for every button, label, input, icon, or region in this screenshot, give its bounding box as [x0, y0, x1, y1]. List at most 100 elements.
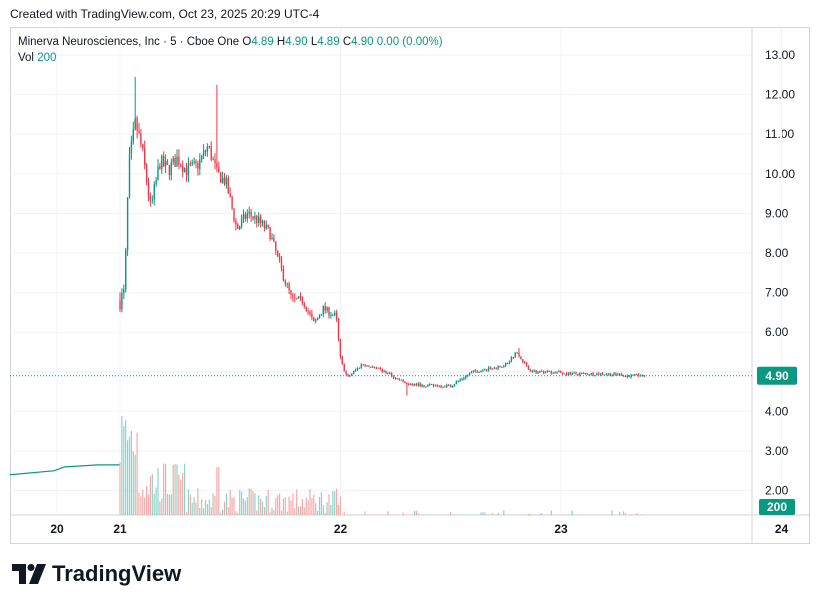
volume-bar: [193, 497, 195, 515]
candle-body: [440, 385, 442, 388]
volume-bar: [467, 514, 469, 515]
volume-bar: [277, 495, 279, 515]
candle-body: [550, 371, 552, 374]
candle-body: [628, 375, 630, 378]
candle-body: [531, 371, 533, 373]
close-label: C: [342, 36, 352, 48]
candle-body: [619, 374, 621, 376]
volume-bar: [189, 494, 191, 515]
volume-bar: [526, 514, 528, 515]
candle-body: [335, 312, 338, 320]
volume-bar: [339, 496, 341, 515]
candle-body: [121, 293, 123, 310]
candle-body: [413, 383, 416, 386]
candle-body: [330, 315, 332, 317]
candle-body: [125, 249, 127, 290]
volume-bar: [586, 514, 588, 515]
volume-bar: [539, 513, 541, 515]
candle-body: [548, 370, 551, 372]
candle-body: [240, 219, 243, 227]
volume-bar: [552, 514, 554, 515]
volume-bar: [404, 514, 406, 515]
volume-bar: [368, 514, 370, 515]
volume-bar: [258, 495, 260, 515]
volume-bar: [377, 514, 379, 515]
volume-bar: [197, 488, 199, 515]
volume-bar: [575, 514, 577, 515]
candle-body: [432, 384, 435, 386]
candle-body: [410, 383, 412, 385]
candle-body: [546, 370, 549, 373]
candle-body: [596, 373, 598, 376]
volume-bar: [621, 514, 623, 515]
volume-bar: [313, 494, 315, 515]
volume-bar: [592, 514, 594, 515]
candle-body: [442, 386, 444, 388]
candle-body: [501, 366, 503, 368]
candle-body: [622, 375, 625, 377]
candle-body: [231, 196, 233, 209]
tradingview-logo-icon: [12, 564, 46, 584]
candle-body: [510, 357, 513, 362]
volume-bar: [543, 514, 545, 515]
volume-bar: [431, 514, 433, 515]
y-tick-label: 6.00: [765, 325, 789, 339]
candle-body: [324, 305, 326, 311]
volume-bar: [315, 503, 317, 515]
candle-body: [199, 159, 201, 169]
candle-body: [130, 141, 133, 155]
candle-body: [427, 385, 429, 387]
volume-bar: [402, 512, 404, 515]
candle-body: [453, 384, 456, 386]
volume-bar: [379, 514, 381, 515]
tradingview-logo[interactable]: TradingView: [12, 561, 181, 587]
x-tick-label: 20: [50, 522, 64, 536]
volume-bar: [638, 514, 640, 515]
candle-body: [455, 381, 457, 385]
candle-body: [605, 374, 608, 376]
volume-bar: [163, 463, 165, 515]
candle-body: [145, 165, 148, 183]
candle-body: [193, 161, 195, 163]
volume-bar: [370, 514, 372, 515]
change-value: 0.00 (0.00%): [376, 36, 443, 48]
candle-body: [210, 146, 212, 160]
volume-bar: [326, 502, 328, 515]
volume-bar: [220, 512, 222, 515]
volume-bar: [191, 502, 193, 515]
volume-bar: [208, 499, 210, 515]
volume-bar: [590, 514, 592, 515]
candle-body: [366, 365, 368, 367]
candle-body: [313, 317, 315, 322]
volume-bar: [375, 514, 378, 515]
candle-body: [381, 369, 383, 372]
candle-body: [334, 312, 336, 315]
volume-bar: [246, 497, 248, 515]
candle-body: [461, 379, 463, 381]
volume-bar: [537, 514, 539, 515]
candle-body: [387, 373, 389, 375]
candle-body: [168, 164, 171, 176]
volume-bar: [265, 495, 267, 515]
volume-bar: [569, 514, 571, 515]
candle-body: [161, 155, 163, 169]
volume-bar: [294, 508, 296, 515]
volume-bar: [429, 514, 431, 515]
pre-market-line: [9, 464, 120, 476]
candle-body: [239, 226, 241, 229]
candle-body: [275, 241, 277, 251]
candle-body: [227, 177, 229, 194]
candle-body: [142, 144, 144, 149]
volume-bar: [256, 510, 258, 515]
volume-bar: [457, 514, 459, 515]
volume-bar: [299, 506, 302, 515]
candle-body: [309, 311, 311, 314]
candle-body: [377, 367, 380, 369]
volume-bar: [596, 514, 598, 515]
volume-bar: [182, 472, 184, 515]
candle-body: [558, 371, 560, 373]
volume-bar: [284, 497, 286, 515]
candle-body: [170, 162, 172, 176]
volume-bar: [619, 511, 621, 515]
